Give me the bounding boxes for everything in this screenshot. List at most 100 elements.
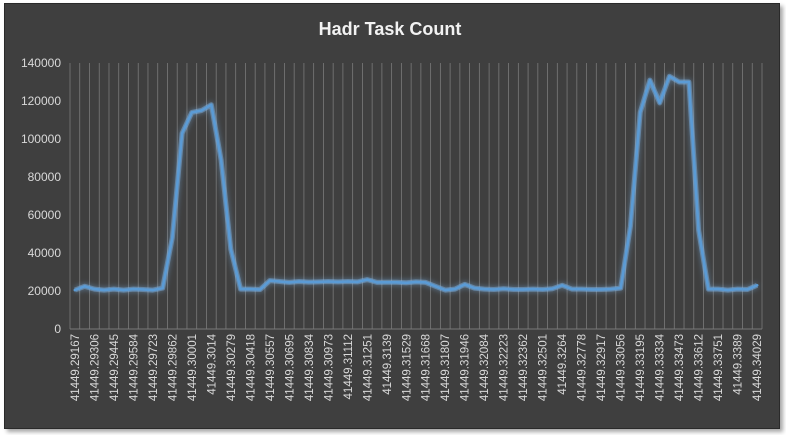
data-point xyxy=(444,288,447,292)
x-tick-label: 41449.31112 xyxy=(343,334,355,399)
x-tick-label: 41449.3014 xyxy=(206,333,218,394)
data-point xyxy=(570,287,574,291)
data-point xyxy=(638,111,642,114)
data-point xyxy=(483,287,486,291)
y-tick-label: 140000 xyxy=(21,56,61,70)
data-point xyxy=(502,287,505,290)
x-tick-label: 41449.33751 xyxy=(713,334,725,401)
data-point xyxy=(658,101,661,105)
gridlines xyxy=(69,63,763,330)
data-point xyxy=(327,280,330,283)
y-tick-label: 100000 xyxy=(21,132,61,146)
data-point xyxy=(629,225,632,228)
data-point xyxy=(677,80,681,84)
data-point xyxy=(434,285,437,288)
x-tick-label: 41449.32778 xyxy=(577,334,589,401)
y-tick-label: 80000 xyxy=(28,170,62,184)
y-tick-label: 120000 xyxy=(21,94,61,108)
x-tick-label: 41449.31668 xyxy=(421,334,433,401)
data-point xyxy=(180,132,184,135)
x-tick-label: 41449.32501 xyxy=(538,334,550,401)
x-tick-label: 41449.3139 xyxy=(382,334,394,395)
x-tick-label: 41449.31251 xyxy=(362,334,374,401)
data-point xyxy=(210,103,213,107)
data-point xyxy=(83,285,86,288)
data-point xyxy=(668,75,671,78)
data-point xyxy=(297,280,301,283)
x-tick-label: 41449.33612 xyxy=(694,334,706,401)
data-point xyxy=(161,286,164,290)
data-point xyxy=(268,279,272,282)
x-axis-tick-labels: 41449.29167 41449.29306 41449.29445 41449.2… xyxy=(70,333,764,401)
y-tick-label: 40000 xyxy=(28,246,62,260)
data-point xyxy=(551,287,554,290)
data-point xyxy=(405,281,408,285)
data-point xyxy=(356,280,359,284)
data-point xyxy=(736,287,739,291)
data-point xyxy=(453,287,457,291)
data-point xyxy=(746,288,749,291)
x-tick-label: 41449.29445 xyxy=(109,334,121,401)
data-point xyxy=(716,287,720,291)
y-tick-label: 20000 xyxy=(28,284,62,298)
data-point xyxy=(93,287,96,291)
series-layer xyxy=(73,73,759,293)
x-tick-label: 41449.33473 xyxy=(674,334,686,401)
data-point xyxy=(151,288,155,292)
x-tick-label: 41449.30279 xyxy=(226,334,238,401)
data-point xyxy=(132,287,135,291)
data-point xyxy=(73,288,77,292)
x-tick-label: 41449.30001 xyxy=(187,334,199,401)
y-tick-label: 60000 xyxy=(28,208,62,222)
data-point xyxy=(249,287,252,291)
x-tick-label: 41449.31529 xyxy=(401,334,413,401)
x-tick-label: 41449.31807 xyxy=(440,334,452,401)
data-point xyxy=(171,236,174,239)
data-point xyxy=(395,281,398,284)
y-tick-label: 0 xyxy=(54,322,61,336)
x-tick-label: 41449.29584 xyxy=(128,333,140,401)
x-tick-label: 41449.32223 xyxy=(499,334,511,401)
data-point xyxy=(560,284,564,287)
data-point xyxy=(697,229,700,232)
data-point xyxy=(122,288,125,292)
data-point xyxy=(463,283,466,286)
data-point xyxy=(531,287,535,291)
data-point xyxy=(190,111,194,114)
x-tick-label: 41449.30418 xyxy=(245,334,257,401)
x-tick-label: 41449.29723 xyxy=(148,334,160,401)
x-tick-label: 41449.30834 xyxy=(304,333,316,401)
x-tick-label: 41449.30973 xyxy=(323,334,335,401)
x-tick-label: 41449.3389 xyxy=(733,334,745,395)
data-point xyxy=(219,158,223,162)
data-point xyxy=(687,80,691,84)
data-point xyxy=(590,288,593,291)
data-point xyxy=(473,286,476,290)
data-point xyxy=(541,288,544,291)
data-point xyxy=(580,287,583,291)
x-tick-label: 41449.33334 xyxy=(655,333,667,401)
data-point xyxy=(336,280,340,284)
data-point xyxy=(200,109,203,112)
data-point xyxy=(375,281,379,284)
data-point xyxy=(141,288,145,291)
data-point xyxy=(726,288,730,292)
data-point xyxy=(229,248,233,251)
chart-title: Hadr Task Count xyxy=(319,19,462,39)
data-point xyxy=(385,281,388,284)
data-point xyxy=(414,280,418,284)
data-point xyxy=(522,288,525,291)
x-tick-label: 41449.32917 xyxy=(596,334,608,401)
x-tick-label: 41449.29167 xyxy=(70,334,82,401)
data-point xyxy=(599,288,603,291)
data-point xyxy=(307,280,310,284)
x-tick-label: 41449.31946 xyxy=(460,334,472,401)
data-point xyxy=(755,284,759,287)
x-tick-label: 41449.32362 xyxy=(518,334,530,401)
data-point xyxy=(366,278,369,281)
x-tick-label: 41449.33056 xyxy=(616,334,628,401)
x-tick-label: 41449.29306 xyxy=(89,334,101,401)
data-point xyxy=(346,280,349,283)
data-point xyxy=(258,288,262,291)
